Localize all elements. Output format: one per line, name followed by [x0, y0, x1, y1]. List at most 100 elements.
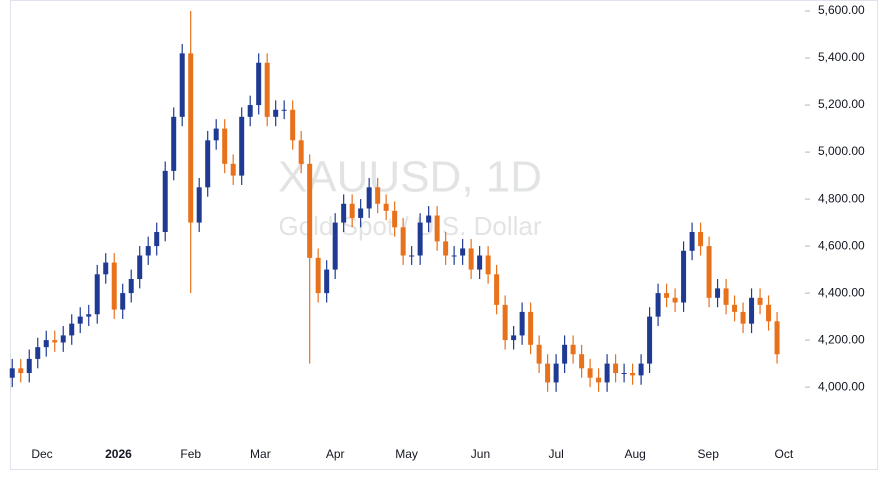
candle-body	[213, 128, 219, 141]
y-tick-label: 5,000.00	[818, 144, 865, 158]
y-tick-label: 4,600.00	[818, 238, 865, 252]
candle-body	[86, 314, 92, 317]
candle-body	[740, 311, 746, 324]
candle-body	[409, 255, 415, 257]
candle-body	[570, 344, 576, 355]
candle-body	[647, 316, 653, 364]
candle-body	[706, 246, 712, 298]
candle-body	[230, 163, 236, 176]
candle-body	[26, 358, 32, 374]
candle-body	[494, 274, 500, 305]
candle-body	[18, 368, 24, 374]
x-tick-label: Jun	[471, 447, 490, 461]
candle-body	[528, 311, 534, 345]
candle-body	[587, 368, 593, 378]
candle-body	[281, 109, 287, 111]
candle-body	[128, 278, 134, 294]
candle-body	[655, 293, 661, 317]
candle-body	[766, 304, 772, 322]
candle-body	[460, 248, 466, 256]
candle-body	[205, 140, 211, 188]
candle-body	[264, 62, 270, 117]
watermark-subtitle: Gold Spot / U.S. Dollar	[279, 211, 542, 241]
x-tick-label: Dec	[31, 447, 52, 461]
candle-body	[9, 368, 15, 378]
y-tick-label: 5,600.00	[818, 3, 865, 17]
candle-body	[366, 187, 372, 209]
x-tick-label: Aug	[624, 447, 645, 461]
candle-body	[468, 248, 474, 270]
y-tick-label: 4,800.00	[818, 191, 865, 205]
candle-body	[324, 269, 330, 294]
candle-body	[417, 222, 423, 256]
candle-body	[239, 116, 245, 176]
candle-body	[349, 203, 355, 218]
candle-body	[103, 262, 109, 275]
candle-body	[672, 297, 678, 303]
candle-body	[426, 215, 432, 223]
candle-body	[52, 340, 58, 343]
candle-body	[307, 163, 313, 258]
candle-body	[256, 62, 262, 106]
candle-body	[137, 255, 143, 279]
x-tick-label: Feb	[180, 447, 201, 461]
candle-body	[757, 297, 763, 305]
candle-body	[154, 231, 160, 247]
candle-body	[545, 363, 551, 383]
candle-body	[69, 323, 75, 336]
candle-body	[451, 255, 457, 257]
y-tick-label: 4,000.00	[818, 379, 865, 393]
candle-body	[604, 363, 610, 383]
candle-body	[596, 377, 602, 383]
candle-body	[511, 335, 517, 341]
candle-body	[43, 340, 49, 348]
candle-body	[35, 347, 41, 359]
candle-body	[723, 288, 729, 305]
candle-body	[749, 297, 755, 324]
candle-body	[383, 203, 389, 211]
candle-body	[502, 304, 508, 341]
candle-body	[630, 373, 636, 376]
candle-body	[621, 373, 627, 375]
candle-body	[179, 53, 185, 117]
candle-body	[171, 116, 177, 171]
candle-body	[162, 170, 168, 232]
x-tick-label: Mar	[250, 447, 271, 461]
y-tick-label: 4,400.00	[818, 285, 865, 299]
candle-body	[536, 344, 542, 364]
y-tick-label: 4,200.00	[818, 332, 865, 346]
candle-body	[222, 128, 228, 164]
candle-body	[434, 215, 440, 242]
candle-body	[111, 262, 117, 310]
candle-body	[553, 363, 559, 383]
candle-body	[774, 321, 780, 355]
candle-body	[341, 203, 347, 223]
candle-body	[273, 109, 279, 117]
candle-body	[664, 293, 670, 298]
candle-body	[698, 231, 704, 247]
candle-body	[579, 354, 585, 369]
candle-body	[681, 250, 687, 303]
candle-body	[60, 335, 66, 343]
chart-frame	[10, 0, 878, 470]
x-tick-label: 2026	[105, 447, 132, 461]
candle-body	[77, 316, 83, 324]
x-tick-label: Apr	[326, 447, 345, 461]
candle-body	[638, 363, 644, 376]
candle-body	[443, 241, 449, 256]
candle-body	[94, 274, 100, 315]
watermark-title: XAUUSD, 1D	[278, 153, 542, 202]
candle-body	[188, 53, 194, 223]
candle-body	[715, 288, 721, 298]
candle-body	[375, 187, 381, 204]
y-tick-label: 5,400.00	[818, 50, 865, 64]
x-tick-label: Sep	[698, 447, 720, 461]
x-tick-label: May	[395, 447, 418, 461]
candle-body	[689, 231, 695, 251]
x-tick-label: Oct	[775, 447, 794, 461]
candle-body	[358, 208, 364, 218]
candle-body	[519, 311, 525, 336]
candle-body	[485, 255, 491, 275]
